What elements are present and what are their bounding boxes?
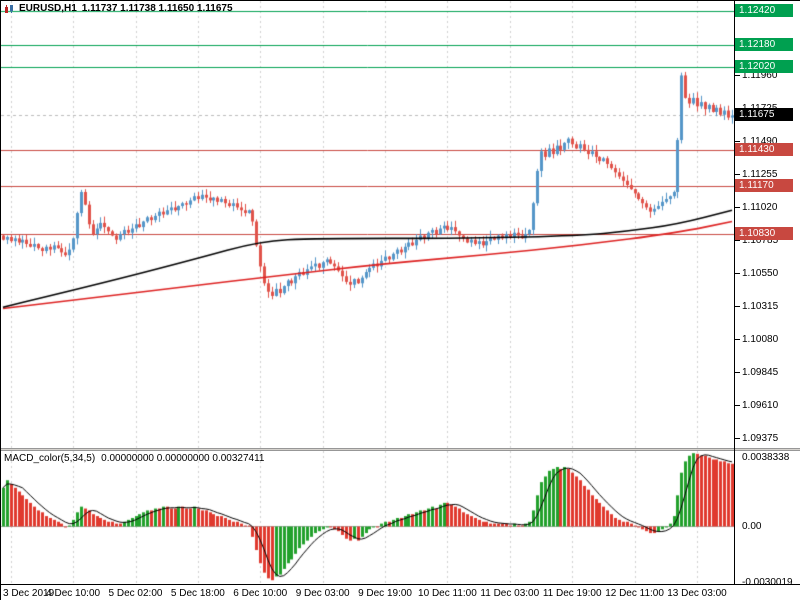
price-axis-tick: 1.09610 xyxy=(734,400,779,412)
support-level-label: 1.11430 xyxy=(735,142,793,156)
resistance-level-label: 1.12020 xyxy=(735,60,793,73)
time-axis-label: 4 Dec 10:00 xyxy=(46,588,101,599)
chart-icon xyxy=(5,4,13,13)
time-axis-label: 10 Dec 11:00 xyxy=(418,588,477,599)
price-pane: EURUSD,H1 1.11737 1.11738 1.11650 1.1167… xyxy=(1,1,734,449)
symbol-timeframe-label: EURUSD,H1 xyxy=(19,3,77,14)
price-axis-tick: 1.09375 xyxy=(734,433,779,445)
time-axis-label: 12 Dec 11:00 xyxy=(605,588,664,599)
time-axis-label: 9 Dec 03:00 xyxy=(295,588,350,599)
price-axis: 1.119601.117251.114901.112551.110201.107… xyxy=(734,1,800,589)
time-axis-label: 11 Dec 19:00 xyxy=(542,588,602,599)
macd-indicator-name: MACD_color(5,34,5) xyxy=(4,453,96,464)
time-axis-label: 3 Dec 2019 xyxy=(3,588,55,599)
price-axis-tick: 1.10785 xyxy=(734,235,779,247)
time-axis-label: 6 Dec 10:00 xyxy=(233,588,288,599)
time-axis-label: 11 Dec 03:00 xyxy=(480,588,540,599)
time-axis-label: 9 Dec 19:00 xyxy=(358,588,412,599)
macd-axis-tick: 0.0038338 xyxy=(742,452,790,463)
time-axis: 3 Dec 2019 4 Dec 10:00 5 Dec 02:00 5 Dec 18… xyxy=(1,585,800,600)
time-axis-label: 13 Dec 03:00 xyxy=(667,588,727,599)
time-axis-label: 5 Dec 18:00 xyxy=(170,588,225,599)
pane-splitter[interactable] xyxy=(1,448,800,451)
price-axis-tick: 1.11020 xyxy=(734,202,778,214)
macd-axis-tick: 0.00 xyxy=(742,520,762,532)
current-price-label: 1.11675 xyxy=(735,108,793,122)
resistance-level-label: 1.12180 xyxy=(735,37,793,51)
macd-chart-canvas[interactable] xyxy=(1,451,734,584)
time-axis-separator xyxy=(1,584,800,585)
price-axis-tick: 1.11490 xyxy=(734,136,777,147)
price-axis-tick: 1.10080 xyxy=(734,334,779,346)
time-axis-label: 5 Dec 02:00 xyxy=(108,588,163,599)
chart-header: EURUSD,H1 1.11737 1.11738 1.11650 1.1167… xyxy=(4,3,233,14)
price-chart-canvas[interactable] xyxy=(1,1,734,449)
price-axis-tick: 1.09845 xyxy=(734,367,779,379)
support-level-label: 1.10830 xyxy=(735,227,793,241)
price-axis-tick: 1.10315 xyxy=(734,301,779,313)
resistance-level-label: 1.12420 xyxy=(735,3,793,17)
ohlc-values-label: 1.11737 1.11738 1.11650 1.11675 xyxy=(81,3,233,14)
price-axis-tick: 1.11960 xyxy=(734,70,778,82)
macd-pane: MACD_color(5,34,5) 0.00000000 0.00000000… xyxy=(1,451,734,584)
macd-indicator-values: 0.00000000 0.00000000 0.00327411 xyxy=(101,453,265,464)
support-level-label: 1.11170 xyxy=(735,179,793,193)
price-axis-tick: 1.10550 xyxy=(734,268,779,280)
price-axis-tick: 1.11255 xyxy=(734,169,778,181)
macd-header: MACD_color(5,34,5) 0.00000000 0.00000000… xyxy=(4,453,264,464)
macd-axis-tick: -0.0030019 xyxy=(742,577,793,589)
